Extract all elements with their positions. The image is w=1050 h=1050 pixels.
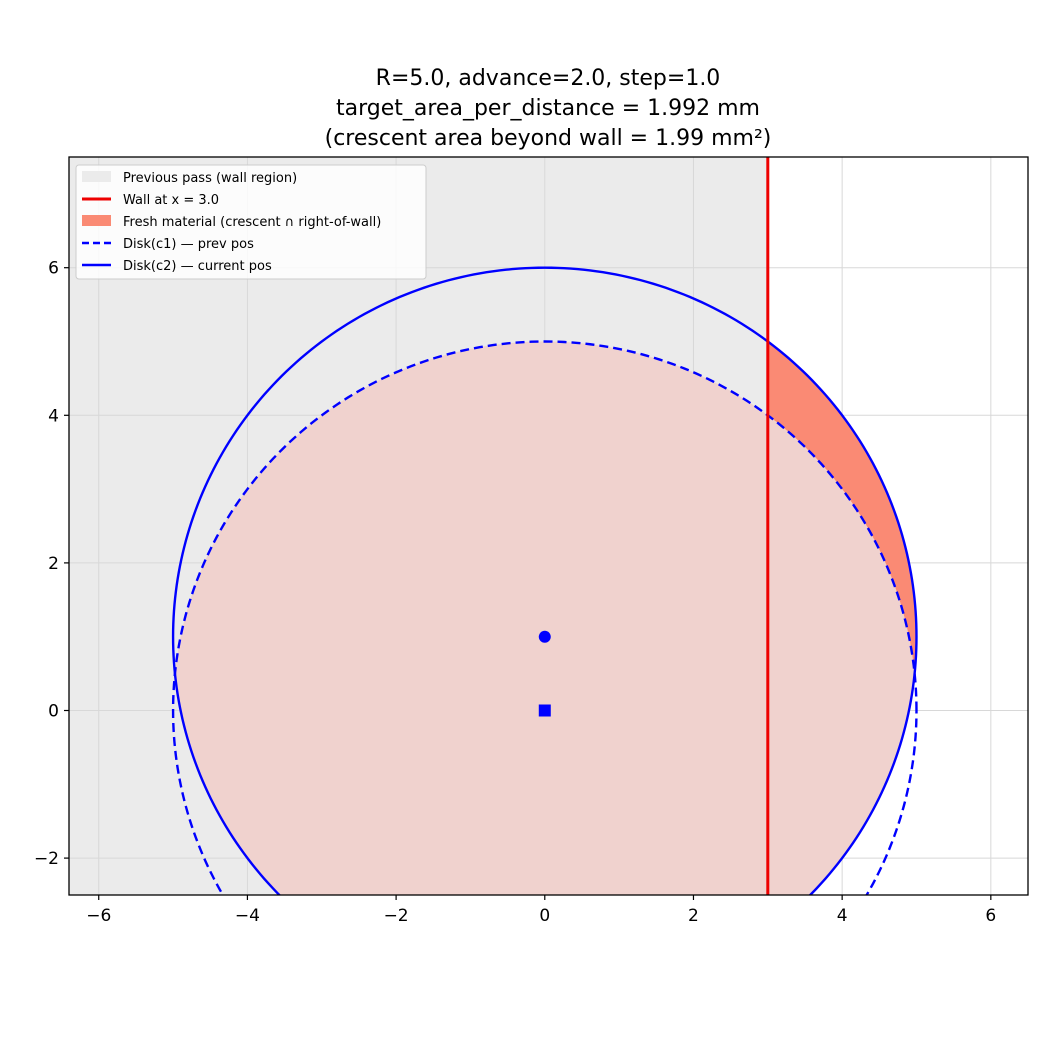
legend-label-disk-c2: Disk(c2) — current pos (123, 259, 272, 274)
disk-c1-prev-pos (171, 340, 918, 895)
legend: Previous pass (wall region) Wall at x = … (75, 164, 427, 280)
x-tick-label: 0 (539, 906, 550, 926)
plot-frame (68, 156, 1029, 896)
disk-c2-current-pos (171, 266, 918, 895)
y-tick-label: 2 (48, 554, 59, 574)
y-tick-label: 4 (48, 406, 59, 426)
title-line-2: target_area_per_distance = 1.992 mm (336, 96, 760, 121)
x-tick-label: −4 (235, 906, 260, 926)
y-tick-label: 6 (48, 259, 59, 279)
title-line-3: (crescent area beyond wall = 1.99 mm²) (325, 126, 772, 151)
c2-center-marker (538, 630, 551, 643)
legend-label-fresh: Fresh material (crescent ∩ right-of-wall… (123, 215, 381, 230)
legend-box (75, 164, 427, 280)
x-tick-label: 2 (688, 906, 699, 926)
plot-area (69, 157, 1028, 895)
chart-title: R=5.0, advance=2.0, step=1.0 target_area… (325, 66, 772, 151)
c1-center-marker (538, 704, 551, 717)
title-line-1: R=5.0, advance=2.0, step=1.0 (376, 66, 721, 91)
legend-label-disk-c1: Disk(c1) — prev pos (123, 237, 254, 252)
legend-label-previous-pass: Previous pass (wall region) (123, 171, 297, 186)
fresh-material-region (767, 341, 917, 674)
x-tick-label: −6 (86, 906, 111, 926)
y-axis: −2 0 2 4 6 (34, 259, 69, 869)
y-tick-label: −2 (34, 849, 59, 869)
x-tick-label: −2 (384, 906, 409, 926)
y-tick-label: 0 (48, 702, 59, 722)
legend-label-wall: Wall at x = 3.0 (123, 193, 219, 208)
crescent-region (174, 341, 915, 895)
x-axis: −6 −4 −2 0 2 4 6 (86, 895, 996, 926)
legend-swatch-previous-pass (82, 171, 111, 182)
x-tick-label: 4 (837, 906, 848, 926)
legend-swatch-fresh (82, 215, 111, 226)
x-tick-label: 6 (985, 906, 996, 926)
